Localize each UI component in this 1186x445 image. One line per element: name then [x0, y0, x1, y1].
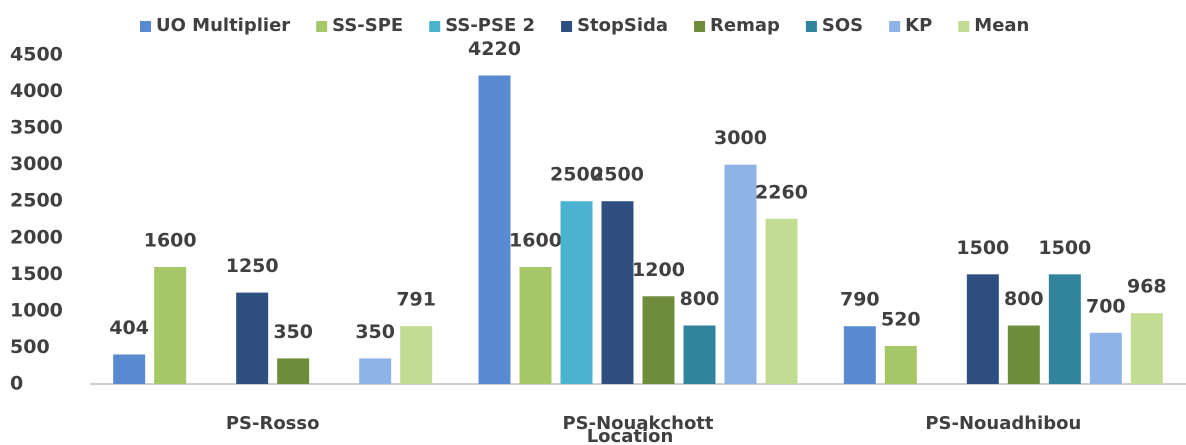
y-tick-label: 3500 — [10, 117, 63, 139]
y-tick-label: 2500 — [10, 190, 63, 212]
bar — [560, 201, 593, 384]
legend-label: StopSida — [577, 15, 668, 36]
bar — [359, 358, 392, 384]
bar — [724, 164, 757, 384]
bar — [966, 274, 999, 384]
legend-label: SS-PSE 2 — [445, 15, 535, 36]
x-axis-label: Location — [587, 426, 674, 445]
x-tick-label: PS-Rosso — [226, 413, 320, 434]
legend-swatch — [316, 21, 328, 32]
y-tick-label: 4500 — [10, 44, 63, 66]
legend-swatch — [889, 21, 901, 32]
legend-swatch — [805, 21, 817, 32]
bar — [1048, 274, 1081, 384]
data-label: 800 — [1004, 288, 1044, 310]
bar — [154, 267, 187, 384]
y-tick-label: 4000 — [10, 80, 63, 102]
legend-swatch — [958, 21, 970, 32]
data-label: 700 — [1086, 295, 1126, 317]
data-label: 2260 — [755, 181, 808, 203]
bar — [113, 354, 146, 384]
y-tick-label: 2000 — [10, 226, 63, 248]
legend-swatch — [694, 21, 706, 32]
legend-label: Remap — [710, 15, 780, 36]
bar — [478, 75, 511, 385]
x-tick-label: PS-Nouakchott — [562, 413, 713, 434]
bar — [519, 267, 552, 384]
data-label: 1500 — [1038, 237, 1091, 259]
data-label: 350 — [355, 321, 395, 343]
legend-swatch — [140, 21, 151, 32]
legend-label: KP — [905, 15, 932, 36]
data-label: 790 — [840, 289, 880, 311]
y-tick-label: 1000 — [10, 299, 63, 321]
data-label: 1500 — [956, 237, 1009, 259]
data-label: 1600 — [144, 230, 197, 252]
data-label: 350 — [273, 321, 313, 343]
data-label: 1250 — [226, 255, 279, 277]
bar — [1130, 313, 1163, 384]
data-label: 2500 — [550, 164, 603, 186]
legend-label: SS-SPE — [332, 15, 403, 36]
y-tick-label: 1500 — [10, 263, 63, 285]
data-label: 1600 — [509, 230, 562, 252]
data-label: 1200 — [632, 259, 685, 281]
data-label: 404 — [109, 317, 149, 339]
y-tick-label: 0 — [10, 373, 23, 395]
data-label: 800 — [680, 288, 720, 310]
bar — [884, 345, 917, 384]
bar — [683, 325, 716, 384]
data-label: 2500 — [591, 164, 644, 186]
data-label: 968 — [1127, 276, 1167, 298]
bar — [236, 292, 269, 384]
data-label: 3000 — [714, 127, 767, 149]
bar — [642, 296, 675, 384]
bar — [1007, 325, 1040, 384]
data-label: 4220 — [468, 38, 521, 60]
bar — [765, 218, 798, 384]
bar — [400, 326, 433, 384]
legend-swatch — [561, 21, 573, 32]
legend-label: SOS — [822, 15, 863, 36]
data-label: 791 — [396, 289, 436, 311]
y-tick-label: 500 — [10, 336, 50, 358]
bar — [277, 358, 310, 384]
legend-label: UO Multiplier — [156, 15, 290, 36]
data-label: 520 — [881, 308, 921, 330]
x-tick-label: PS-Nouadhibou — [925, 413, 1081, 434]
legend-label: Mean — [974, 15, 1029, 36]
legend-swatch — [429, 21, 441, 32]
bar — [601, 201, 634, 384]
bar — [843, 326, 876, 384]
bar — [1089, 332, 1122, 384]
y-tick-label: 3000 — [10, 153, 63, 175]
